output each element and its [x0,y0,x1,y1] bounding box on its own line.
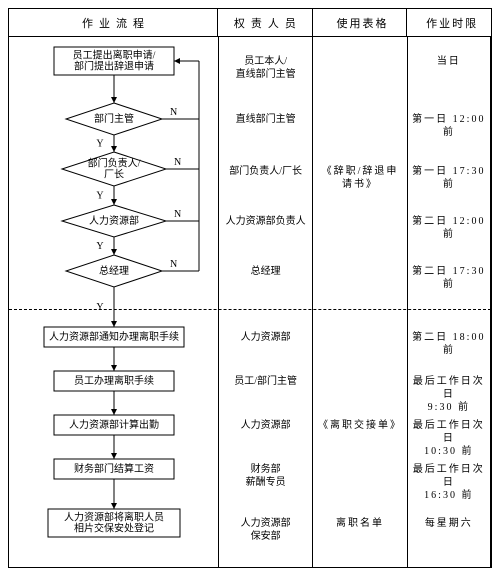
svg-text:部门提出辞退申请: 部门提出辞退申请 [74,60,154,73]
cell: 《辞职/辞退申请书》 [313,165,406,191]
cell: 最后工作日次日9:30 前 [408,375,490,414]
body: YYYYNNNN员工提出离职申请/部门提出辞退申请部门主管部门负责人/厂长人力资… [9,37,491,567]
svg-text:员工提出离职申请/: 员工提出离职申请/ [73,49,156,62]
svg-text:总经理: 总经理 [99,264,129,277]
header-form: 使用表格 [313,9,408,36]
header-flow: 作业流程 [9,9,218,36]
svg-text:厂长: 厂长 [104,169,124,181]
header-row: 作业流程 权责人员 使用表格 作业时限 [9,9,491,37]
svg-text:Y: Y [96,139,103,150]
svg-text:N: N [174,209,181,220]
svg-text:人力资源部: 人力资源部 [89,214,139,227]
col-time: 当日第一日 12:00 前第一日 17:30 前第二日 12:00 前第二日 1… [408,37,491,567]
phase-divider [9,309,491,310]
cell: 人力资源部 [219,331,312,344]
svg-text:财务部门结算工资: 财务部门结算工资 [74,462,154,475]
cell: 财务部薪酬专员 [219,463,312,489]
cell: 最后工作日次日16:30 前 [408,463,490,502]
svg-text:人力资源部通知办理离职手续: 人力资源部通知办理离职手续 [49,330,179,343]
svg-text:N: N [174,157,181,168]
cell: 总经理 [219,265,312,278]
col-form: 《辞职/辞退申请书》《离职交接单》离职名单 [313,37,407,567]
cell: 《离职交接单》 [313,419,406,432]
cell: 员工/部门主管 [219,375,312,388]
cell: 人力资源部 [219,419,312,432]
cell: 当日 [408,55,490,68]
svg-text:Y: Y [96,241,103,252]
svg-text:人力资源部将离职人员: 人力资源部将离职人员 [64,511,164,524]
cell: 部门负责人/厂长 [219,165,312,178]
cell: 最后工作日次日10:30 前 [408,419,490,458]
header-time: 作业时限 [407,9,491,36]
svg-text:N: N [170,259,177,270]
svg-text:部门主管: 部门主管 [94,112,134,125]
cell: 人力资源部负责人 [219,215,312,228]
cell: 人力资源部保安部 [219,517,312,543]
svg-text:相片交保安处登记: 相片交保安处登记 [74,522,154,535]
cell: 离职名单 [313,517,406,530]
svg-text:人力资源部计算出勤: 人力资源部计算出勤 [69,418,159,431]
svg-text:员工办理离职手续: 员工办理离职手续 [74,374,154,387]
cell: 第一日 12:00 前 [408,113,490,139]
cell: 第二日 17:30 前 [408,265,490,291]
svg-text:部门负责人/: 部门负责人/ [88,157,141,170]
svg-text:N: N [170,107,177,118]
cell: 员工本人/直线部门主管 [219,55,312,81]
col-flow: Y Y Y Y N N N N 员工提出离职申请/部门提出辞退申请部门主管部门负责人/厂长人力资… [9,37,219,567]
header-person: 权责人员 [218,9,313,36]
table-container: 作业流程 权责人员 使用表格 作业时限 Y Y Y Y N N N N 员工提出离职申请/部门提… [8,8,492,568]
cell: 每星期六 [408,517,490,530]
flowchart-svg: Y Y Y Y N N N N 员工提出离职申请/部门提出辞退申请部门主管部门负责人/厂长人力资… [9,37,219,567]
col-person: 员工本人/直线部门主管直线部门主管部门负责人/厂长人力资源部负责人总经理人力资源… [219,37,313,567]
cell: 第一日 17:30 前 [408,165,490,191]
cell: 第二日 12:00 前 [408,215,490,241]
svg-text:Y: Y [96,302,103,313]
cell: 第二日 18:00 前 [408,331,490,357]
svg-text:Y: Y [96,191,103,202]
cell: 直线部门主管 [219,113,312,126]
